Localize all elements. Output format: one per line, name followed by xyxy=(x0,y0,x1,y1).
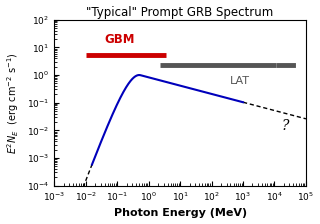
Text: GBM: GBM xyxy=(104,33,135,46)
Y-axis label: $E^2 N_E$  (erg cm$^{-2}$ s$^{-1}$): $E^2 N_E$ (erg cm$^{-2}$ s$^{-1}$) xyxy=(5,52,21,153)
Title: "Typical" Prompt GRB Spectrum: "Typical" Prompt GRB Spectrum xyxy=(86,6,274,19)
Text: LAT: LAT xyxy=(230,76,250,86)
X-axis label: Photon Energy (MeV): Photon Energy (MeV) xyxy=(114,209,247,218)
Text: ?: ? xyxy=(282,119,289,133)
